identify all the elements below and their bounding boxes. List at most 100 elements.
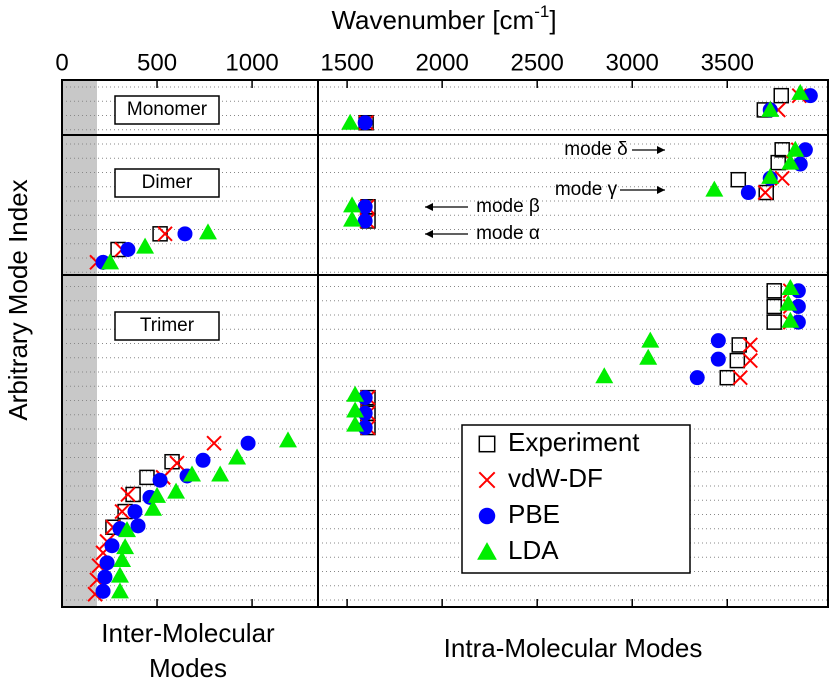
point bbox=[125, 486, 141, 503]
point bbox=[198, 223, 217, 240]
x-tick-label: 3500 bbox=[701, 49, 754, 76]
point bbox=[240, 435, 256, 451]
x-label-suffix: ] bbox=[549, 5, 556, 35]
x-label-text: Wavenumber [cm bbox=[331, 5, 534, 35]
point bbox=[774, 142, 790, 158]
point bbox=[742, 337, 758, 353]
point bbox=[740, 185, 756, 201]
point bbox=[732, 369, 748, 386]
point bbox=[139, 469, 155, 486]
point bbox=[357, 213, 373, 229]
point bbox=[157, 226, 173, 242]
point bbox=[144, 499, 163, 516]
arrow-head bbox=[657, 186, 665, 194]
point bbox=[757, 184, 773, 201]
point bbox=[113, 550, 132, 567]
point bbox=[152, 472, 168, 488]
point bbox=[99, 555, 115, 571]
point bbox=[228, 448, 247, 465]
point bbox=[730, 171, 747, 188]
panel-label-box bbox=[114, 168, 220, 198]
point bbox=[148, 486, 167, 503]
point bbox=[195, 452, 211, 468]
point bbox=[341, 113, 360, 130]
point bbox=[343, 210, 362, 227]
point bbox=[116, 538, 135, 555]
legend-label: vdW-DF bbox=[508, 463, 603, 493]
annotation: mode δ bbox=[564, 139, 627, 160]
y-axis-title: Arbitrary Mode Index bbox=[3, 179, 33, 420]
point bbox=[766, 314, 782, 330]
point bbox=[110, 566, 129, 583]
x-tick-label: 500 bbox=[137, 49, 177, 76]
x-label-sup: -1 bbox=[534, 2, 549, 21]
point bbox=[357, 199, 373, 215]
x-tick-label: 1000 bbox=[225, 49, 278, 76]
point bbox=[357, 115, 373, 131]
point bbox=[110, 582, 129, 599]
point bbox=[346, 415, 365, 432]
plot-frame bbox=[61, 79, 829, 608]
arrow-head bbox=[425, 203, 433, 211]
point bbox=[791, 83, 810, 100]
point bbox=[169, 455, 185, 471]
point bbox=[761, 167, 780, 184]
panel-label: Dimer bbox=[142, 172, 193, 193]
point bbox=[770, 154, 786, 171]
point bbox=[639, 348, 658, 365]
point bbox=[781, 311, 800, 328]
annotation: mode α bbox=[476, 223, 540, 244]
panel-label: Trimer bbox=[140, 315, 195, 336]
point bbox=[177, 226, 193, 242]
point bbox=[152, 226, 168, 242]
point bbox=[781, 153, 800, 170]
panel-label: Monomer bbox=[127, 99, 208, 120]
point bbox=[786, 140, 805, 157]
legend-label: LDA bbox=[508, 535, 559, 565]
region-label: Intra-Molecular Modes bbox=[444, 633, 703, 663]
x-tick-label: 1500 bbox=[320, 49, 373, 76]
region-label: Modes bbox=[149, 653, 227, 683]
point bbox=[346, 401, 365, 418]
legend-marker bbox=[478, 507, 496, 525]
legend-box bbox=[461, 424, 691, 574]
point bbox=[758, 184, 774, 201]
annotation: mode γ bbox=[555, 179, 618, 200]
point bbox=[206, 435, 222, 451]
point bbox=[120, 486, 136, 503]
point bbox=[766, 283, 782, 299]
point bbox=[118, 521, 137, 538]
point bbox=[761, 100, 780, 117]
point bbox=[127, 504, 143, 520]
region-label: Inter-Molecular bbox=[101, 618, 275, 648]
point bbox=[343, 196, 362, 213]
point bbox=[689, 370, 705, 386]
point bbox=[705, 180, 724, 197]
point bbox=[114, 503, 130, 520]
x-tick-label: 3000 bbox=[606, 49, 659, 76]
point bbox=[101, 253, 120, 270]
point bbox=[773, 87, 789, 104]
x-axis-title: Wavenumber [cm-1] bbox=[331, 2, 556, 34]
point bbox=[731, 337, 747, 353]
point bbox=[595, 367, 614, 384]
legend-marker bbox=[478, 435, 496, 453]
arrow-head bbox=[425, 230, 433, 238]
point bbox=[710, 333, 726, 349]
point bbox=[710, 351, 726, 367]
point bbox=[779, 294, 798, 311]
arrow-head bbox=[657, 146, 665, 154]
point bbox=[211, 465, 230, 482]
legend-label: Experiment bbox=[508, 427, 640, 457]
point bbox=[719, 369, 736, 386]
point bbox=[120, 241, 136, 257]
shaded-band bbox=[62, 80, 97, 607]
point bbox=[95, 583, 111, 599]
x-tick-label: 2500 bbox=[510, 49, 563, 76]
panel-label-box bbox=[114, 95, 220, 125]
legend-marker bbox=[478, 471, 496, 489]
point bbox=[130, 518, 146, 534]
point bbox=[136, 237, 155, 254]
x-tick-label: 0 bbox=[55, 49, 68, 76]
point bbox=[641, 331, 660, 348]
